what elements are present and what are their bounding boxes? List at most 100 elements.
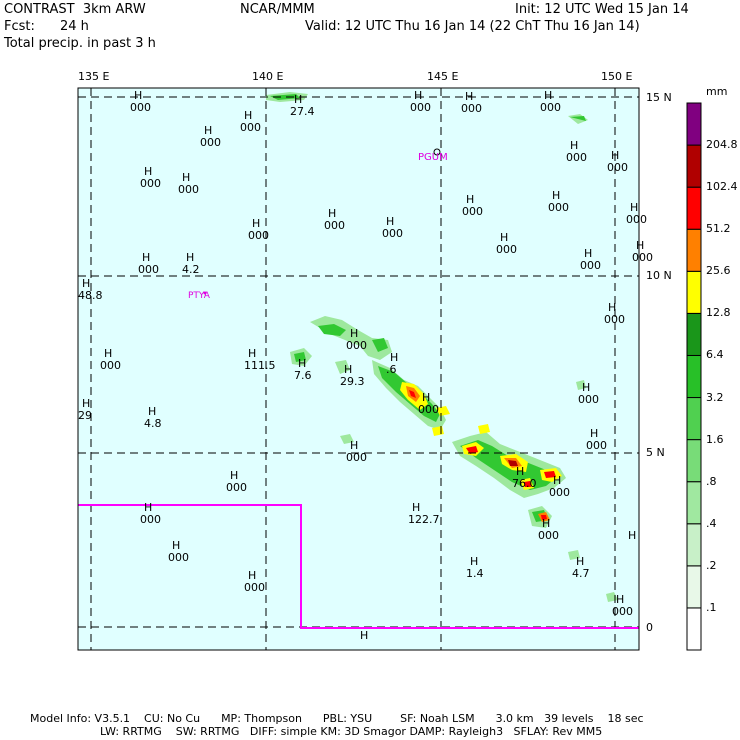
max-value-label: 29.3 — [340, 375, 365, 388]
colorbar-swatch — [686, 397, 702, 441]
max-value-label: 000 — [168, 551, 189, 564]
max-marker-h: H — [570, 139, 578, 152]
colorbar-swatch — [686, 228, 702, 272]
max-marker-h: H — [552, 189, 560, 202]
max-marker-h: H — [636, 239, 644, 252]
max-marker-h: H — [248, 347, 256, 360]
max-marker-h: H — [516, 465, 524, 478]
model-info-line2: LW: RRTMG SW: RRTMG DIFF: simple KM: 3D … — [100, 725, 603, 738]
max-marker-h: H — [350, 327, 358, 340]
max-value-label: 000 — [346, 339, 367, 352]
max-value-label: 4.2 — [182, 263, 200, 276]
max-value-label: 000 — [604, 313, 625, 326]
lat-label-5n: 5 N — [646, 446, 665, 459]
max-marker-h: H — [82, 397, 90, 410]
colorbar-level-label: 25.6 — [706, 264, 731, 278]
colorbar-swatch — [686, 481, 702, 525]
max-value-label: 000 — [178, 183, 199, 196]
max-value-label: 000 — [100, 359, 121, 372]
max-marker-h: H — [628, 529, 636, 542]
precip-heavy — [400, 382, 562, 522]
colorbar-swatch — [686, 270, 702, 314]
colorbar-swatch — [686, 565, 702, 609]
max-marker-h: H — [630, 201, 638, 214]
max-value-label: 000 — [240, 121, 261, 134]
max-marker-h: H — [82, 277, 90, 290]
lon-label-135: 135 E — [78, 70, 110, 83]
max-marker-h: H — [616, 593, 624, 606]
max-value-label: 000 — [586, 439, 607, 452]
lon-label-145: 145 E — [427, 70, 459, 83]
max-marker-h: H — [542, 517, 550, 530]
colorbar-level-label: .1 — [706, 600, 717, 614]
max-value-label: 000 — [138, 263, 159, 276]
place-pgum: PGUM — [418, 152, 448, 163]
max-marker-h: H — [582, 381, 590, 394]
max-value-label: 000 — [538, 529, 559, 542]
max-value-label: 111.5 — [244, 359, 276, 372]
max-value-label: 000 — [462, 205, 483, 218]
max-marker-h: H — [350, 439, 358, 452]
ocean-area — [78, 88, 639, 650]
max-value-label: 000 — [540, 101, 561, 114]
max-value-label: 000 — [607, 161, 628, 174]
colorbar-swatch — [686, 102, 702, 146]
max-marker-h: H — [422, 391, 430, 404]
max-value-label: 000 — [346, 451, 367, 464]
max-marker-h: H — [553, 474, 561, 487]
max-marker-h: H — [470, 555, 478, 568]
colorbar-swatch — [686, 354, 702, 399]
place-ptya: PTYA — [188, 291, 211, 301]
lat-label-15n: 15 N — [646, 91, 672, 104]
max-marker-h: H — [244, 109, 252, 122]
station-markers — [203, 148, 441, 295]
model-name: CONTRAST 3km ARW — [4, 2, 146, 17]
forecast-hours: 24 h — [60, 19, 89, 34]
colorbar-level-label: 204.8 — [706, 138, 738, 152]
max-marker-h: H — [344, 363, 352, 376]
max-value-label: 000 — [549, 486, 570, 499]
colorbar-swatch — [686, 186, 702, 230]
lat-label-10n: 10 N — [646, 269, 672, 282]
max-value-label: 000 — [566, 151, 587, 164]
max-marker-h: H — [576, 555, 584, 568]
max-marker-h: H — [294, 93, 302, 106]
colorbar-swatch — [686, 312, 702, 356]
max-value-label: 7.6 — [294, 369, 312, 382]
max-marker-h: H — [204, 124, 212, 137]
max-value-label: 000 — [140, 513, 161, 526]
max-value-label: 122.7 — [408, 513, 440, 526]
max-value-label: 29 — [78, 409, 92, 422]
max-marker-h: H — [144, 165, 152, 178]
max-value-label: 000 — [244, 581, 265, 594]
lat-label-0: 0 — [646, 621, 653, 634]
max-marker-h: H — [186, 251, 194, 264]
max-marker-h: H — [172, 539, 180, 552]
colorbar-swatch — [686, 607, 702, 651]
colorbar — [686, 102, 702, 651]
colorbar-swatch — [686, 144, 702, 188]
field-title: Total precip. in past 3 h — [4, 36, 156, 51]
valid-time: Valid: 12 UTC Thu 16 Jan 14 (22 ChT Thu … — [305, 19, 640, 34]
map-frame — [77, 87, 640, 651]
max-value-label: 000 — [410, 101, 431, 114]
lon-label-140: 140 E — [252, 70, 284, 83]
max-value-label: 000 — [130, 101, 151, 114]
max-marker-h: H — [465, 90, 473, 103]
grid-lines — [78, 88, 639, 650]
colorbar-level-label: 6.4 — [706, 348, 724, 362]
colorbar-level-label: 3.2 — [706, 390, 724, 404]
forecast-label: Fcst: — [4, 19, 35, 34]
max-marker-h: H — [248, 569, 256, 582]
max-value-label: 4.7 — [572, 567, 590, 580]
max-marker-h: H — [500, 231, 508, 244]
max-value-label: 000 — [461, 102, 482, 115]
max-marker-h: H — [144, 501, 152, 514]
max-marker-h: H — [142, 251, 150, 264]
colorbar-swatch — [686, 439, 702, 483]
colorbar-level-label: 102.4 — [706, 180, 738, 194]
max-value-label: 27.4 — [290, 105, 315, 118]
max-value-label: 4.8 — [144, 417, 162, 430]
max-value-label: 000 — [580, 259, 601, 272]
